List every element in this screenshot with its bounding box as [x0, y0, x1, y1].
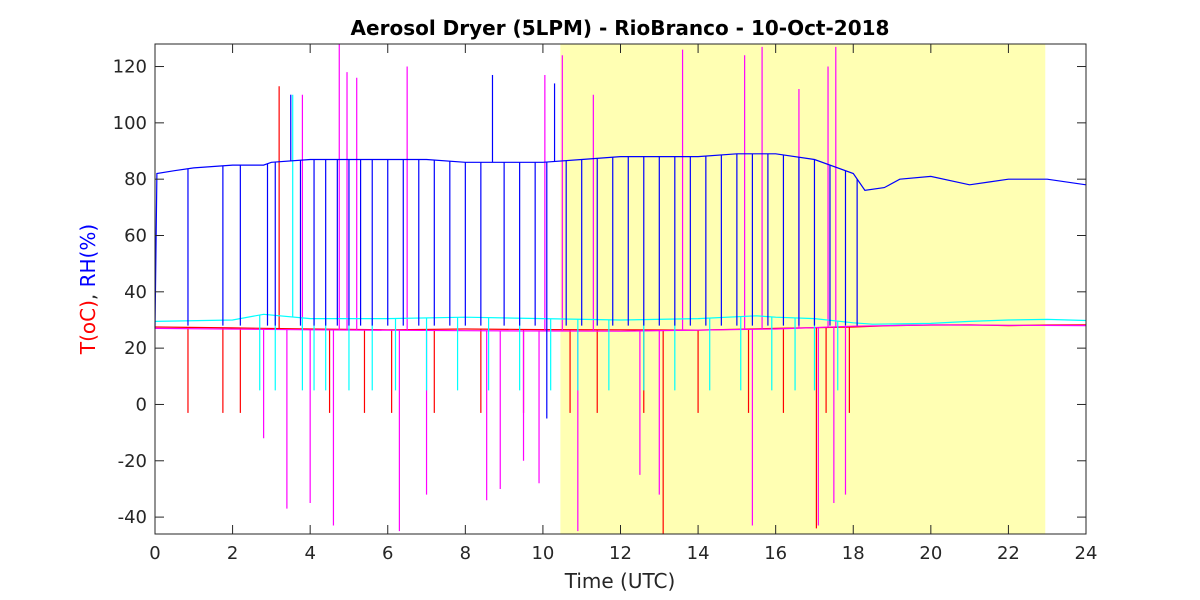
chart-title: Aerosol Dryer (5LPM) - RioBranco - 10-Oc…	[351, 16, 890, 40]
x-tick-label: 4	[304, 543, 315, 564]
x-tick-label: 24	[1075, 543, 1098, 564]
series-2-line	[154, 324, 1087, 332]
y-tick-label: 20	[124, 338, 147, 359]
y-tick-label: 0	[136, 394, 147, 415]
x-tick-label: 16	[764, 543, 787, 564]
x-axis-label: Time (UTC)	[564, 569, 676, 593]
tick-layer: 0 2 4 6 8 10 12 14 16 18 20 22 24-40-200204060801001…	[113, 44, 1098, 564]
series-layer	[154, 44, 1087, 534]
x-tick-label: 8	[460, 543, 471, 564]
series-4-line	[154, 153, 1087, 329]
highlight-band-layer	[560, 44, 1046, 534]
series-3-line	[154, 313, 1087, 325]
y-tick-label: 120	[113, 57, 147, 78]
y-tick-label: 100	[113, 113, 147, 134]
y-tick-label: 40	[124, 282, 147, 303]
x-tick-label: 6	[382, 543, 393, 564]
y-tick-label: -40	[118, 507, 147, 528]
x-tick-label: 18	[842, 543, 865, 564]
x-tick-label: 10	[531, 543, 554, 564]
x-tick-label: 2	[227, 543, 238, 564]
x-tick-label: 12	[609, 543, 632, 564]
y-axis-label: T(oC), RH(%)	[76, 224, 100, 355]
y-axis-label-part: ,	[76, 287, 100, 300]
y-axis-label-part: T(oC)	[76, 300, 100, 355]
y-axis-label-part: RH(%)	[76, 224, 100, 288]
series-2	[154, 44, 1087, 532]
series-3	[154, 94, 1087, 391]
highlight-band	[560, 44, 1046, 534]
y-tick-label: 80	[124, 169, 147, 190]
y-tick-label: -20	[118, 451, 147, 472]
x-tick-label: 22	[997, 543, 1020, 564]
x-tick-label: 0	[149, 543, 160, 564]
series-4	[154, 74, 1087, 419]
y-tick-label: 60	[124, 225, 147, 246]
x-tick-label: 20	[919, 543, 942, 564]
x-tick-label: 14	[687, 543, 710, 564]
